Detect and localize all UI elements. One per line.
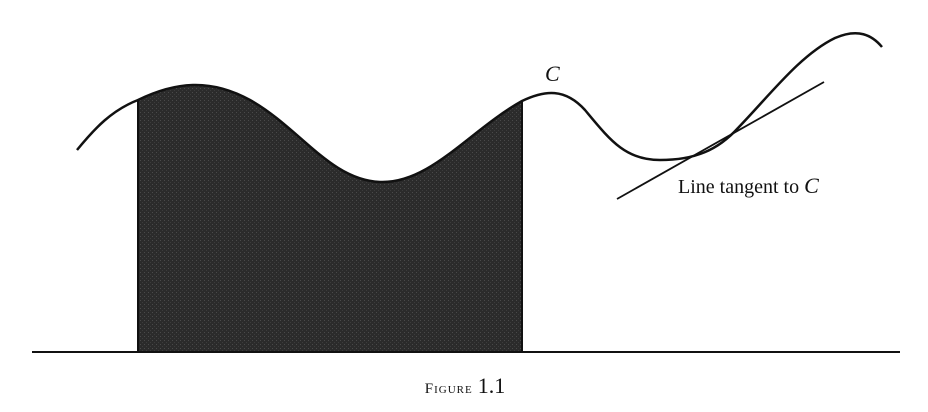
figure-caption-prefix: Figure xyxy=(425,381,473,397)
tangent-label-var: C xyxy=(804,173,819,198)
curve-c xyxy=(76,32,883,184)
tangent-line xyxy=(616,81,825,200)
curve-label-c: C xyxy=(545,61,560,86)
tangent-label-text: Line tangent to xyxy=(678,176,804,198)
figure-caption: Figure 1.1 xyxy=(425,373,505,398)
figure-caption-number: 1.1 xyxy=(478,373,506,398)
shaded-area-under-curve xyxy=(138,84,522,353)
tangent-label: Line tangent to C xyxy=(678,173,819,198)
